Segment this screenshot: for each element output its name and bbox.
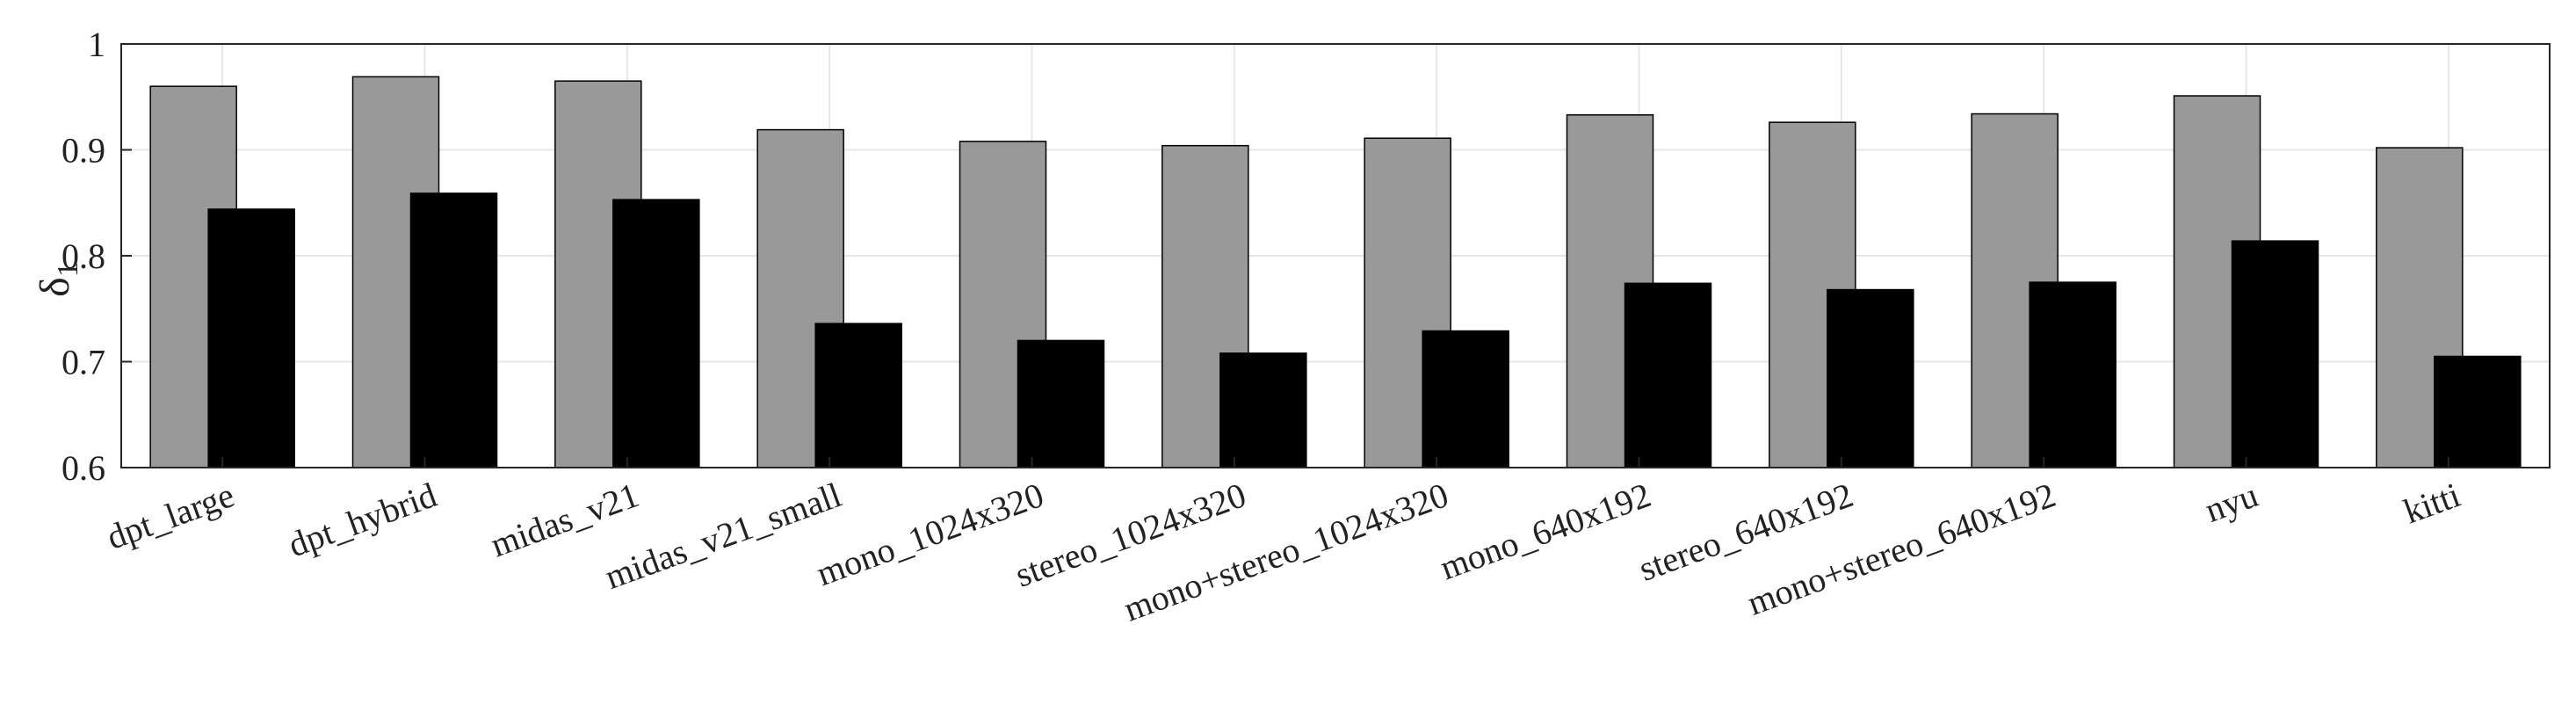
bar-dpt_hybrid-series-2 [409, 192, 498, 468]
bar-stereo_1024x320-series-2 [1219, 352, 1307, 468]
x-tick-label: mono+stereo_1024x320 [1118, 475, 1453, 628]
bar-mono_640x192-series-2 [1624, 282, 1712, 468]
plot-frame [120, 43, 2551, 468]
x-tick-label: dpt_large [102, 475, 240, 557]
x-tick-label: nyu [2200, 475, 2263, 530]
bars [149, 76, 2522, 468]
bar-mono_1024x320-series-2 [1017, 339, 1105, 468]
x-tick-label: mono_1024x320 [811, 475, 1048, 593]
bar-midas_v21_small-series-2 [814, 323, 902, 468]
y-tick-label: 1 [88, 25, 105, 64]
x-tick-label: midas_v21 [486, 475, 644, 564]
y-tick-label: 0.7 [62, 343, 105, 382]
x-tick-label: dpt_hybrid [283, 475, 441, 564]
y-tick-label: 0.6 [62, 448, 105, 488]
y-tick-label: 0.8 [62, 236, 105, 276]
bar-kitti-series-1 [2376, 147, 2464, 468]
bar-stereo_640x192-series-2 [1827, 288, 1914, 468]
y-tick-label: 0.9 [62, 131, 105, 171]
y-tick-labels: 0.6 0.7 0.8 0.9 1 [62, 25, 105, 488]
bar-midas_v21-series-2 [612, 199, 700, 468]
x-tick-label: mono_640x192 [1435, 475, 1655, 587]
x-tick-labels: dpt_large dpt_hybrid midas_v21midas_v21_sm… [102, 475, 2465, 628]
axes [120, 43, 2551, 468]
bar-dpt_large-series-2 [207, 208, 295, 468]
bar-mono+stereo_1024x320-series-2 [1422, 330, 1509, 468]
y-axis-label: δ1 [32, 262, 84, 297]
bar-nyu-series-2 [2231, 240, 2319, 468]
x-tick-label: kitti [2399, 475, 2465, 531]
bar-mono+stereo_640x192-series-2 [2029, 281, 2117, 468]
bar-kitti-series-2 [2434, 355, 2522, 468]
